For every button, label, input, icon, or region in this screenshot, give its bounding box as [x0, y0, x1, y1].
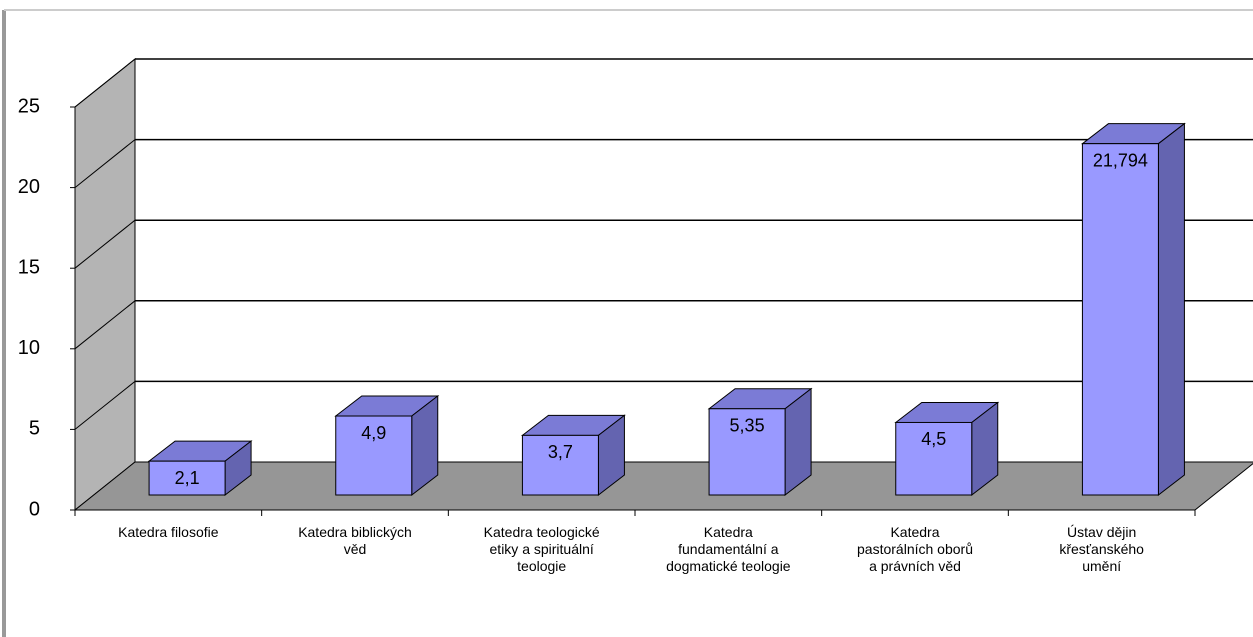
value-label: 2,1	[175, 468, 200, 488]
side-wall	[74, 57, 136, 512]
grid-line	[74, 219, 136, 269]
value-label: 4,5	[921, 429, 946, 449]
value-label: 3,7	[548, 442, 573, 462]
y-tick-label: 15	[18, 256, 40, 278]
grid-line	[74, 381, 136, 430]
x-tick-label: Katedra biblických věd	[298, 524, 412, 557]
bar	[147, 440, 253, 497]
bar-front	[1081, 143, 1159, 496]
y-tick-label: 0	[29, 498, 40, 520]
bar	[707, 387, 813, 497]
x-tick-label: Katedra fundamentální a dogmatické teologi…	[666, 524, 791, 574]
bar-front	[521, 434, 599, 496]
y-tick-label: 10	[18, 337, 40, 359]
x-tick-label: Ústav dějin křesťanského umění	[1059, 524, 1144, 574]
bar-front	[335, 415, 413, 496]
grid-line	[74, 300, 136, 350]
bar	[520, 414, 626, 497]
bar	[1080, 122, 1186, 497]
bar-front	[708, 408, 786, 496]
value-label: 4,9	[361, 423, 386, 443]
value-label: 5,35	[730, 416, 765, 436]
y-tick-label: 25	[18, 95, 40, 117]
bar-side	[1157, 122, 1185, 497]
grid-line	[74, 139, 136, 188]
bar	[334, 394, 440, 497]
x-tick-label: Katedra filosofie	[118, 524, 219, 540]
plot: 0 5 10 15 20 25 2,1 Katedra filosofie 4,9 Katedra…	[18, 57, 1253, 574]
bar-front	[148, 460, 226, 496]
value-label: 21,794	[1093, 150, 1148, 170]
grid-line	[74, 58, 136, 108]
y-tick-label: 20	[18, 176, 40, 198]
bar	[894, 401, 1000, 497]
y-tick-label: 5	[29, 418, 40, 440]
x-tick-label: Katedra teologické etiky a spirituální teo…	[484, 524, 600, 574]
bar-front	[895, 421, 973, 496]
x-tick-label: Katedra pastorálních oborů a právních věd	[857, 524, 973, 574]
floor	[73, 461, 1253, 511]
